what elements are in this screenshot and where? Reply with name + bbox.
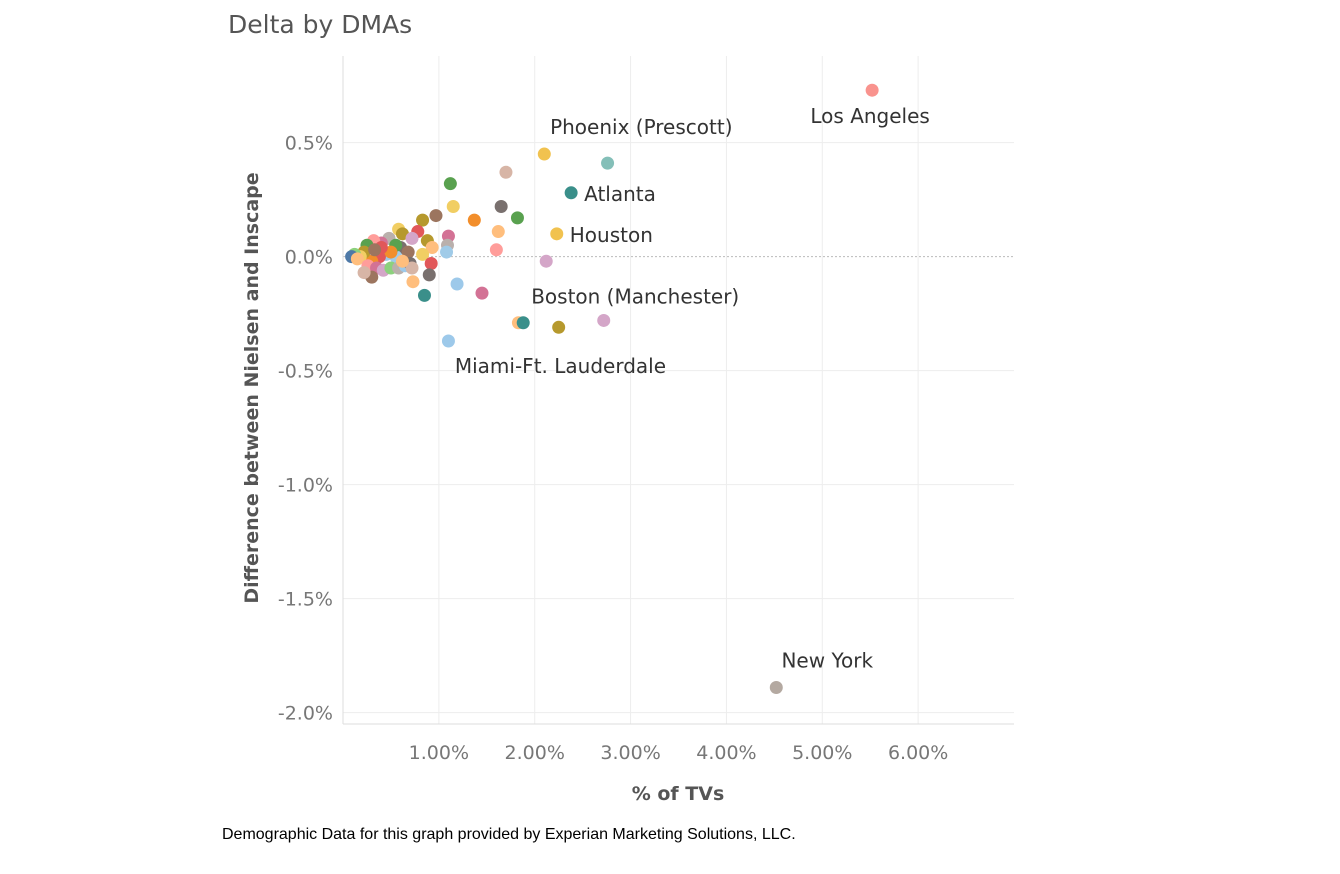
labeled-points [441, 83, 879, 695]
data-point [440, 245, 454, 259]
grid [342, 56, 1014, 725]
x-tick-label: 4.00% [696, 742, 756, 764]
x-tick-label: 1.00% [409, 742, 469, 764]
point-label: Houston [570, 223, 653, 247]
x-tick-label: 5.00% [792, 742, 852, 764]
data-point [494, 199, 508, 213]
data-point [425, 241, 439, 255]
data-point [350, 252, 364, 266]
data-point [406, 275, 420, 289]
point-label: Atlanta [584, 182, 656, 206]
data-point [450, 277, 464, 291]
data-point [516, 316, 530, 330]
data-point [429, 209, 443, 223]
x-tick-label: 2.00% [505, 742, 565, 764]
data-point [539, 254, 553, 268]
data-point [597, 313, 611, 327]
y-axis-title: Difference between Nielsen and Inscape [241, 172, 263, 603]
data-point [357, 266, 371, 280]
x-tick-label: 6.00% [888, 742, 948, 764]
data-point [564, 186, 578, 200]
data-point [417, 288, 431, 302]
data-point [368, 243, 382, 257]
data-point [601, 156, 615, 170]
data-points [345, 156, 615, 334]
data-point [499, 165, 513, 179]
y-tick-label: 0.0% [285, 247, 333, 269]
data-point [416, 247, 430, 261]
data-point [769, 681, 783, 695]
y-tick-label: -1.5% [278, 589, 333, 611]
data-point [405, 231, 419, 245]
data-point [552, 320, 566, 334]
data-point [865, 83, 879, 97]
point-labels: Los Angeles Phoenix (Prescott) Atlanta Hous… [455, 104, 930, 672]
data-point [491, 225, 505, 239]
point-label: New York [781, 649, 873, 673]
data-point [489, 243, 503, 257]
data-point [405, 261, 419, 275]
y-tick-label: 0.5% [285, 133, 333, 155]
data-point [467, 213, 481, 227]
chart-title: Delta by DMAs [228, 10, 412, 39]
x-axis-title: % of TVs [632, 783, 725, 805]
data-point [550, 227, 564, 241]
data-point [416, 213, 430, 227]
y-axis-ticks: 0.5% 0.0% -0.5% -1.0% -1.5% -2.0% [278, 133, 333, 725]
data-point [395, 254, 409, 268]
x-tick-label: 3.00% [600, 742, 660, 764]
data-point [443, 177, 457, 191]
data-point [537, 147, 551, 161]
y-tick-label: -0.5% [278, 361, 333, 383]
y-tick-label: -1.0% [278, 475, 333, 497]
data-source-note: Demographic Data for this graph provided… [222, 826, 796, 843]
x-axis-ticks: 1.00% 2.00% 3.00% 4.00% 5.00% 6.00% [409, 742, 949, 764]
point-label: Los Angeles [810, 104, 929, 128]
data-point [422, 268, 436, 282]
data-point [441, 334, 455, 348]
data-point [446, 199, 460, 213]
point-label: Miami-Ft. Lauderdale [455, 354, 666, 378]
data-point [424, 256, 438, 270]
data-point [475, 286, 489, 300]
y-tick-label: -2.0% [278, 703, 333, 725]
data-point [510, 211, 524, 225]
point-label: Phoenix (Prescott) [550, 115, 732, 139]
point-label: Boston (Manchester) [531, 285, 739, 309]
